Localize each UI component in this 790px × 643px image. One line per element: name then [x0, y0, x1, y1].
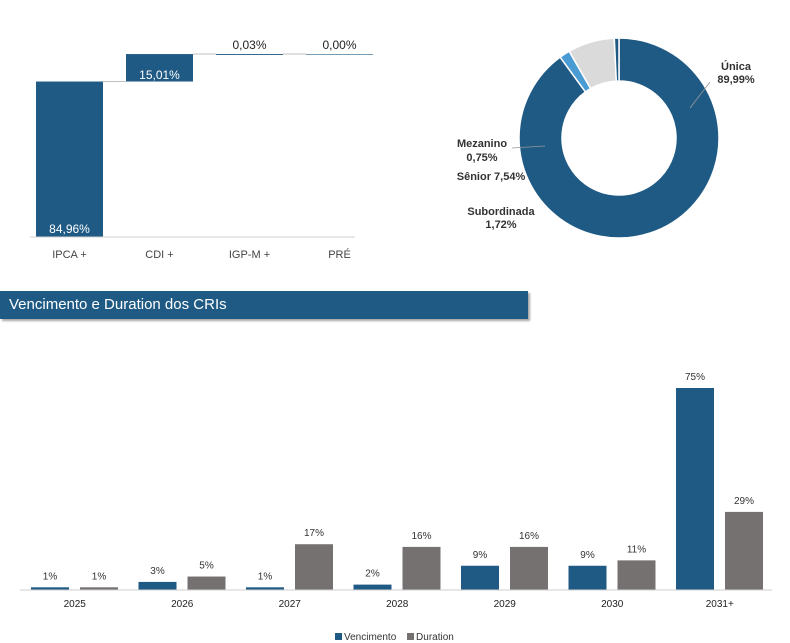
leader-line-unica	[689, 81, 711, 109]
year-tick-label: 2028	[386, 599, 409, 610]
bar-value-label: 16%	[411, 531, 431, 542]
bar-value-label: 17%	[304, 528, 324, 539]
legend-swatch-duration	[407, 633, 415, 640]
bar-value-label: 5%	[199, 561, 214, 572]
indexer-value-label: 15,01%	[139, 68, 180, 82]
section-header-bar: Vencimento e Duration dos CRIs	[0, 291, 528, 319]
year-tick-label: 2031+	[706, 599, 734, 610]
bar-vencimento	[568, 565, 607, 590]
bar-value-label: 1%	[92, 571, 107, 582]
legend-swatch-vencimento	[335, 633, 342, 640]
label-unica-value: 89,99%	[717, 74, 755, 86]
bar-value-label: 9%	[580, 550, 595, 561]
indexer-bar	[216, 54, 283, 55]
indexer-category-label: IPCA +	[52, 249, 87, 261]
bar-vencimento	[246, 587, 284, 590]
legend-label-duration: Duration	[416, 632, 454, 643]
label-mezanino-value: 0,75%	[466, 152, 497, 164]
year-tick-label: 2029	[494, 599, 517, 610]
indexer-bar	[306, 54, 373, 55]
year-tick-label: 2025	[64, 599, 87, 610]
bar-duration	[510, 546, 548, 590]
bar-vencimento	[31, 587, 69, 590]
bar-duration	[80, 587, 118, 590]
bar-duration	[402, 546, 441, 590]
donut-slice	[518, 37, 720, 239]
indexer-value-label: 0,03%	[232, 38, 266, 52]
legend-item-duration: Duration	[407, 632, 454, 643]
bar-duration	[725, 511, 763, 590]
bar-vencimento	[676, 388, 714, 590]
bar-value-label: 1%	[258, 571, 273, 582]
indexer-value-label: 84,96%	[49, 222, 90, 236]
bar-value-label: 9%	[473, 550, 488, 561]
bar-value-label: 3%	[150, 566, 165, 577]
indexer-waterfall-chart: 84,96% IPCA + 15,01% CDI + 0,03% IGP-M + 0,00%…	[30, 38, 373, 261]
indexer-bar	[36, 81, 103, 238]
donut-slice	[613, 37, 620, 82]
indexer-bar	[126, 54, 193, 82]
bar-duration	[295, 544, 333, 590]
bar-vencimento	[353, 584, 392, 590]
year-tick-label: 2030	[601, 599, 624, 610]
chart-legend: Vencimento Duration	[335, 632, 462, 643]
label-subordinada-value: 1,72%	[485, 219, 516, 231]
year-tick-label: 2027	[279, 599, 302, 610]
label-unica-name: Única	[721, 60, 752, 73]
bar-value-label: 75%	[685, 372, 705, 383]
label-subordinada-name: Subordinada	[467, 206, 535, 218]
bar-vencimento	[138, 581, 177, 590]
label-mezanino-name: Mezanino	[457, 138, 507, 150]
maturity-duration-chart: 1% 1% 2025 3% 5% 2026 1% 17% 2027 2% 16% 2028 9% 16% 2…	[20, 372, 772, 610]
section-title: Vencimento e Duration dos CRIs	[9, 296, 227, 313]
indexer-category-label: IGP-M +	[229, 249, 270, 261]
leader-line-mezanino	[511, 145, 546, 149]
label-senior: Sênior 7,54%	[457, 171, 526, 183]
bar-duration	[617, 560, 656, 590]
bar-vencimento	[461, 565, 499, 590]
bar-value-label: 2%	[365, 569, 380, 580]
bar-value-label: 11%	[627, 544, 646, 555]
indexer-category-label: CDI +	[145, 249, 173, 261]
legend-item-vencimento: Vencimento	[335, 632, 396, 643]
indexer-value-label: 0,00%	[322, 38, 356, 52]
legend-label-vencimento: Vencimento	[344, 632, 397, 643]
indexer-category-label: PRÉ	[328, 248, 351, 261]
year-tick-label: 2026	[171, 599, 194, 610]
bar-duration	[187, 576, 226, 590]
bar-value-label: 1%	[43, 571, 58, 582]
bar-value-label: 29%	[734, 496, 754, 507]
bar-value-label: 16%	[519, 531, 539, 542]
